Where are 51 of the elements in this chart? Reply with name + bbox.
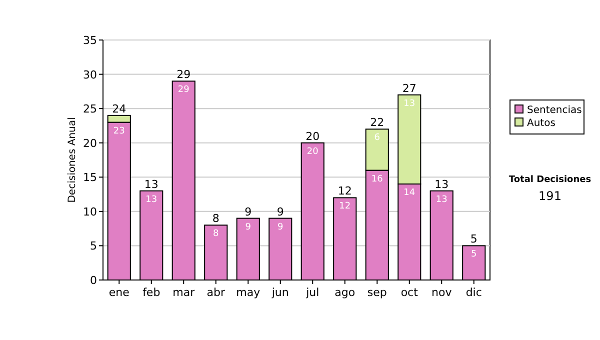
x-tick-label: may [236,286,261,299]
x-tick-label: ene [108,286,130,299]
x-tick-label: nov [432,286,452,299]
x-tick-label: ago [334,286,356,299]
y-tick-label: 15 [83,171,97,184]
x-tick-label: jun [270,286,289,299]
data-label: 9 [278,222,284,232]
y-axis-title: Decisiones Anual [67,117,78,203]
total-label: 9 [244,205,252,218]
data-label: 13 [404,98,416,109]
data-label: 8 [213,229,220,240]
total-label: 24 [112,102,126,116]
total-label: 22 [370,116,384,130]
total-label: 27 [402,82,416,95]
y-tick-label: 0 [90,274,97,287]
x-tick-label: jul [305,286,320,299]
x-tick-label: dic [466,286,482,299]
x-tick-label: feb [142,286,160,299]
total-label: 9 [276,205,284,218]
y-tick-label: 30 [83,68,97,82]
data-label: 20 [306,146,319,157]
total-label: 8 [212,212,220,226]
y-tick-label: 25 [83,102,97,116]
y-tick-label: 5 [90,240,97,253]
total-label: 5 [470,232,478,246]
text: Total Decisiones [508,175,592,185]
y-tick-label: 10 [83,205,97,218]
total-label: 20 [306,130,320,143]
data-label: 5 [471,250,477,260]
data-label: 16 [371,174,384,184]
total-label: 29 [176,68,191,82]
y-tick-label: 20 [83,136,97,150]
total-label: 12 [338,184,352,198]
text: 191 [538,189,562,203]
data-label: 23 [113,126,125,136]
total-label: 13 [434,178,449,191]
data-label: 13 [146,194,158,205]
x-tick-label: sep [367,286,387,299]
total-label: 13 [144,178,158,191]
legend-label: Sentencias [527,105,582,116]
legend-label: Autos [527,118,556,129]
data-label: 13 [436,194,448,205]
data-label: 29 [178,85,190,96]
data-label: 6 [374,133,380,144]
data-label: 14 [404,188,416,198]
y-tick-label: 35 [83,34,97,47]
x-tick-label: mar [172,286,196,299]
data-label: 12 [339,202,351,212]
x-tick-label: abr [206,286,226,299]
x-tick-label: oct [400,286,419,299]
data-label: 9 [245,222,252,232]
